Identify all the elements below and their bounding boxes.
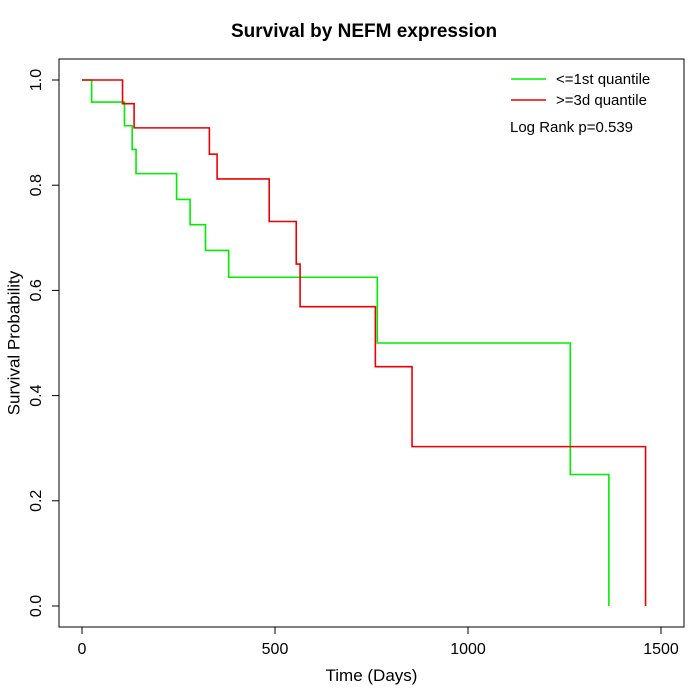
- y-tick-label: 0.8: [28, 174, 45, 196]
- legend-label: <=1st quantile: [556, 71, 650, 88]
- legend: <=1st quantile >=3d quantile: [511, 71, 650, 109]
- series-line-1: [82, 79, 647, 606]
- x-axis: 0 500 1000 1500: [78, 626, 679, 658]
- y-tick-label: 0.6: [28, 279, 45, 301]
- y-tick-label: 0.4: [28, 384, 45, 406]
- series-layer: [82, 79, 647, 606]
- chart-title: Survival by NEFM expression: [231, 21, 497, 42]
- x-axis-label: Time (Days): [326, 666, 418, 685]
- series-line-0: [82, 79, 610, 606]
- y-axis-label: Survival Probability: [5, 270, 24, 415]
- x-tick-label: 1500: [643, 641, 679, 658]
- plot-frame: [58, 58, 685, 628]
- log-rank-annotation: Log Rank p=0.539: [510, 119, 633, 136]
- x-tick-label: 0: [78, 641, 87, 658]
- y-tick-label: 0.0: [28, 595, 45, 617]
- legend-label: >=3d quantile: [556, 92, 647, 109]
- x-tick-label: 1000: [450, 641, 486, 658]
- x-tick-label: 500: [262, 641, 289, 658]
- y-axis: 0.0 0.2 0.4 0.6 0.8 1.0: [28, 69, 60, 617]
- y-tick-label: 0.2: [28, 490, 45, 512]
- y-tick-label: 1.0: [28, 69, 45, 91]
